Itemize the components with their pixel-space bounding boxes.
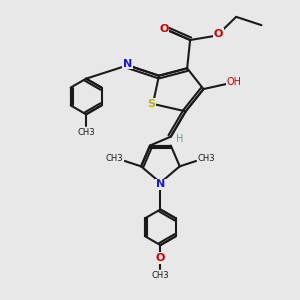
Text: N: N (123, 59, 132, 69)
Text: O: O (214, 29, 223, 39)
Text: OH: OH (226, 76, 241, 87)
Text: CH3: CH3 (106, 154, 123, 163)
Text: O: O (156, 253, 165, 263)
Text: CH3: CH3 (152, 271, 169, 280)
Text: S: S (148, 99, 155, 109)
Text: CH3: CH3 (198, 154, 215, 163)
Text: H: H (176, 134, 183, 144)
Text: O: O (159, 24, 169, 34)
Text: CH3: CH3 (77, 128, 95, 137)
Text: N: N (156, 179, 165, 189)
